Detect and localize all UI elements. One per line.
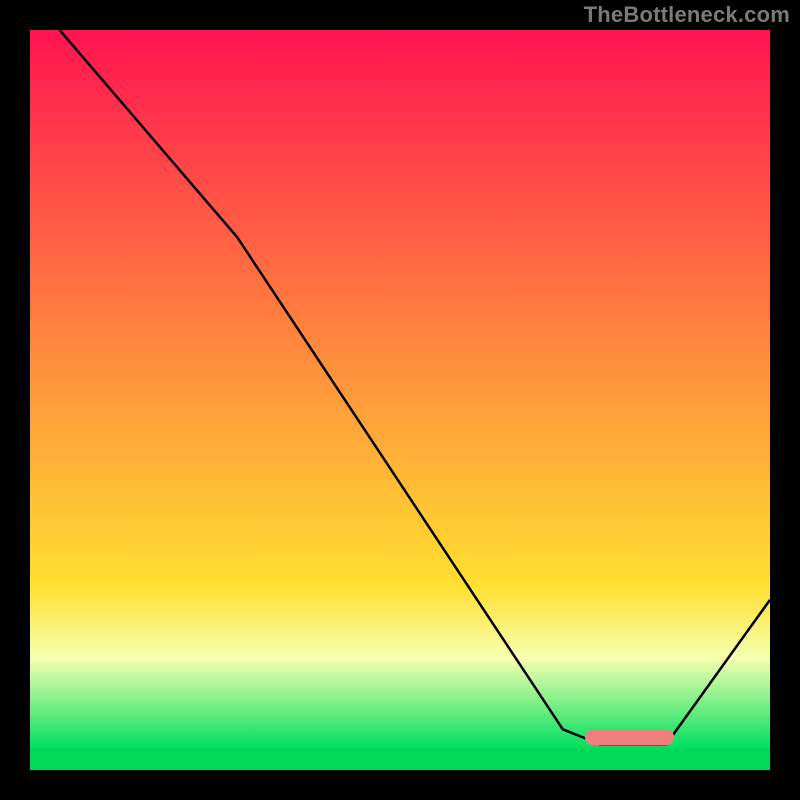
plot-area — [30, 30, 770, 770]
curve-line — [60, 30, 770, 744]
figure-root: TheBottleneck.com — [0, 0, 800, 800]
watermark-text: TheBottleneck.com — [584, 2, 790, 28]
optimal-marker — [585, 729, 674, 745]
bottleneck-curve — [30, 30, 770, 770]
